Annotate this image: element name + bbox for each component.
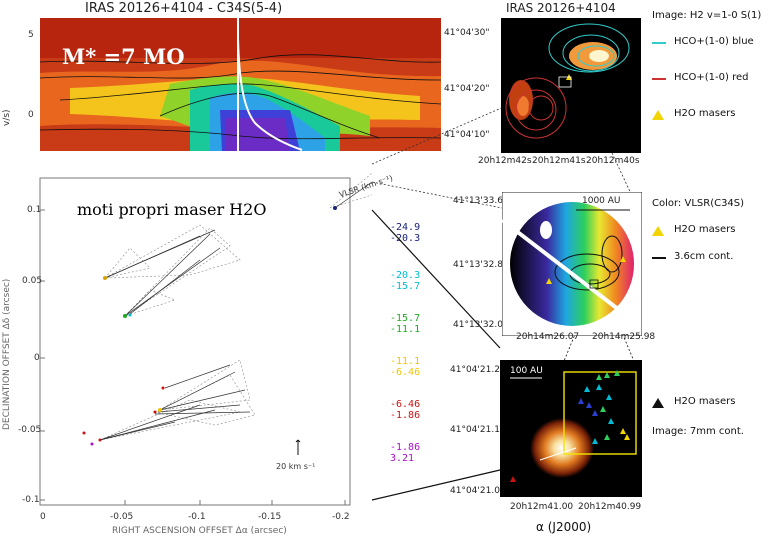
velocity-range-4: -11.1 -6.46 — [390, 356, 440, 399]
panel1-title: IRAS 20126+4104 — [506, 1, 616, 15]
panel1-legend-masers: H2O masers — [674, 108, 736, 119]
panel1-dec-tick-1: 41°04'20" — [444, 84, 490, 94]
panel2-scalebar: 1000 AU — [582, 196, 621, 206]
red-line-icon — [652, 78, 666, 80]
panel2-dec-tick-0: 41°13'33.6 — [453, 196, 503, 206]
stellar-mass-label: M* =7 MO — [62, 44, 185, 69]
panel2-legend-color: Color: VLSR(C34S) — [652, 198, 745, 209]
velocity-legend: -24.9 -20.3 -20.3 -15.7 -15.7 -11.1 -11.… — [390, 222, 440, 485]
maser-x-axis-label: RIGHT ASCENSION OFFSET Δα (arcsec) — [112, 526, 287, 536]
panel2-dec-tick-2: 41°13'32.0 — [453, 320, 503, 330]
velocity-hi: -11.1 — [390, 324, 421, 335]
panel3-legend-masers: H2O masers — [674, 396, 736, 407]
triangle-icon — [652, 398, 664, 408]
panel2-legend-masers: H2O masers — [674, 224, 736, 235]
panel2-legend-cont: 3.6cm cont. — [674, 251, 734, 262]
maser-y-tick-2: 0 — [34, 353, 40, 363]
pv-y-tick-0: 0 — [28, 110, 34, 120]
maser-y-tick-1: 0.05 — [22, 276, 43, 286]
triangle-icon — [652, 110, 664, 120]
velocity-range-1: -24.9 -20.3 — [390, 222, 440, 270]
panel1-ra-tick-1: 20h12m41s — [532, 156, 586, 166]
triangle-icon — [652, 226, 664, 236]
maser-x-tick-4: -0.2 — [332, 512, 350, 522]
pv-title: IRAS 20126+4104 - C34S(5-4) — [85, 1, 283, 16]
maser-caption: moti propri maser H2O — [77, 200, 267, 219]
panel3-legend-image: Image: 7mm cont. — [652, 426, 744, 437]
panel3-scalebar: 100 AU — [510, 366, 543, 376]
velocity-lo: -20.3 — [390, 270, 421, 281]
velocity-lo: -24.9 — [390, 222, 421, 233]
panel3-ra-tick-1: 20h12m40.99 — [578, 502, 642, 512]
panel1-dec-tick-2: 41°04'10" — [444, 130, 490, 140]
panel1-h2-image — [501, 18, 641, 153]
maser-y-tick-0: 0.1 — [27, 205, 42, 215]
velocity-range-6: -1.86 3.21 — [390, 442, 440, 485]
panel2-ra-tick-0: 20h14m26.07 — [516, 332, 580, 342]
maser-scale-label: 20 km s⁻¹ — [276, 462, 316, 471]
velocity-range-2: -20.3 -15.7 — [390, 270, 440, 313]
panel1-dec-tick-0: 41°04'30" — [444, 28, 490, 38]
panel3-7mm-image — [500, 360, 642, 497]
panel3-dec-tick-0: 41°04'21.2 — [450, 365, 500, 375]
maser-x-tick-0: 0 — [40, 512, 46, 522]
velocity-range-3: -15.7 -11.1 — [390, 313, 440, 356]
pv-diagram — [40, 18, 441, 151]
velocity-lo: -11.1 — [390, 356, 421, 367]
velocity-range-5: -6.46 -1.86 — [390, 399, 440, 442]
panel3-x-axis-label: α (J2000) — [536, 520, 592, 534]
maser-x-tick-1: -0.05 — [110, 512, 134, 522]
panel1-legend-image: Image: H2 v=1-0 S(1) — [652, 10, 762, 21]
velocity-hi: -20.3 — [390, 233, 421, 244]
panel2-dec-tick-1: 41°13'32.8 — [453, 260, 503, 270]
maser-y-tick-4: -0.1 — [22, 495, 40, 505]
velocity-hi: -1.86 — [390, 410, 421, 421]
panel1-legend-blue: HCO+(1-0) blue — [674, 36, 754, 47]
blue-line-icon — [652, 42, 666, 44]
pv-y-tick-5: 5 — [28, 30, 34, 40]
panel1-legend-red: HCO+(1-0) red — [674, 72, 749, 83]
panel3-dec-tick-2: 41°04'21.0 — [450, 486, 500, 496]
maser-y-tick-3: -0.05 — [18, 425, 42, 435]
panel2-vlsr-image — [502, 192, 642, 336]
panel3-dec-tick-1: 41°04'21.1 — [450, 425, 500, 435]
panel3-ra-tick-0: 20h12m41.00 — [510, 502, 574, 512]
velocity-hi: -6.46 — [390, 367, 421, 378]
panel2-ra-tick-1: 20h14m25.98 — [592, 332, 656, 342]
velocity-hi: 3.21 — [390, 453, 415, 464]
panel1-ra-tick-2: 20h12m40s — [586, 156, 640, 166]
black-line-icon — [652, 257, 666, 259]
maser-proper-motion-plot — [39, 172, 372, 506]
velocity-lo: -15.7 — [390, 313, 421, 324]
maser-x-tick-3: -0.15 — [258, 512, 282, 522]
panel1-ra-tick-0: 20h12m42s — [478, 156, 532, 166]
velocity-lo: -1.86 — [390, 442, 421, 453]
maser-x-tick-2: -0.1 — [188, 512, 206, 522]
velocity-lo: -6.46 — [390, 399, 421, 410]
velocity-hi: -15.7 — [390, 281, 421, 292]
